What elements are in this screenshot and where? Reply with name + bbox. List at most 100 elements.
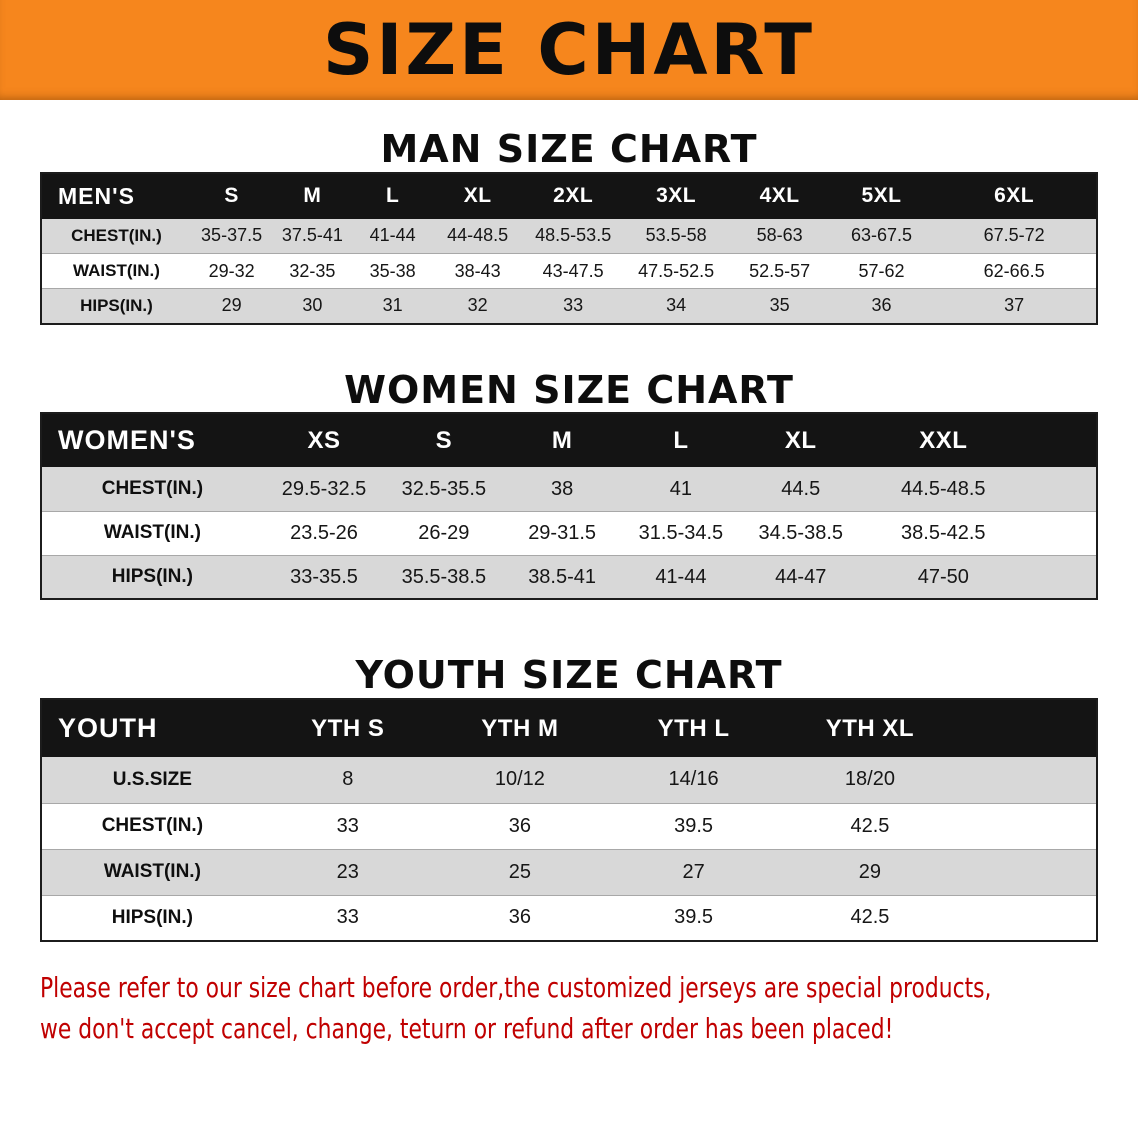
value-cell: 58-63 — [756, 225, 803, 246]
value-cell: 34 — [666, 295, 687, 316]
value-cell: 23 — [336, 860, 359, 883]
value-cell: 36 — [508, 814, 531, 837]
value-cell: 33-35.5 — [290, 565, 358, 588]
column-header-cell: 4XL — [728, 172, 831, 219]
column-header-cell: YTH S — [262, 699, 433, 758]
value-cell: 29-31.5 — [528, 521, 597, 544]
table-row: WAIST(IN.) 29-32 32-35 35-38 38-43 43-47… — [41, 253, 1097, 289]
value-cell: 32.5-35.5 — [401, 477, 487, 500]
value-cell: 41-44 — [655, 565, 707, 588]
value-cell: 37 — [1004, 295, 1025, 316]
value-cell: 47.5-52.5 — [638, 260, 715, 281]
value-cell: 29 — [858, 860, 882, 883]
column-header-cell: YTH M — [432, 699, 607, 758]
table-row: U.S.SIZE 8 10/12 14/16 18/20 — [41, 757, 1097, 804]
row-label-cell: HIPS(IN.) — [111, 566, 194, 588]
column-header-cell: 3XL — [623, 172, 729, 219]
men-section: MAN SIZE CHART MEN'S S M L XL 2XL 3XL 4X… — [0, 127, 1138, 325]
spacer-cell — [1025, 413, 1097, 468]
column-header-cell: S — [385, 413, 503, 468]
row-label-cell: CHEST(IN.) — [101, 815, 204, 837]
value-cell: 57-62 — [858, 260, 905, 281]
youth-size-table: YOUTH YTH S YTH M YTH L YTH XL U.S.SIZE … — [40, 698, 1098, 943]
value-cell: 44-48.5 — [447, 225, 509, 246]
value-cell: 23.5-26 — [290, 521, 358, 544]
column-header-cell: XS — [262, 413, 386, 468]
column-header-cell: XL — [740, 413, 862, 468]
value-cell: 39.5 — [674, 814, 714, 837]
page-title: SIZE CHART — [322, 9, 816, 91]
row-label-cell: CHEST(IN.) — [71, 225, 162, 245]
column-header-cell: XXL — [861, 413, 1026, 468]
table-row: WAIST(IN.) 23 25 27 29 — [41, 849, 1097, 896]
spacer-cell — [960, 757, 1097, 803]
youth-table-title: YOUTH — [41, 699, 263, 758]
column-header-cell: L — [352, 172, 433, 219]
men-size-table: MEN'S S M L XL 2XL 3XL 4XL 5XL 6XL CHEST… — [40, 171, 1098, 325]
value-cell: 36 — [871, 295, 892, 316]
column-header-cell: XL — [432, 172, 523, 219]
women-heading: WOMEN SIZE CHART — [344, 367, 794, 412]
men-header-row: MEN'S S M L XL 2XL 3XL 4XL 5XL 6XL — [41, 172, 1097, 219]
value-cell: 42.5 — [850, 906, 890, 929]
value-cell: 33 — [336, 814, 359, 837]
table-row: HIPS(IN.) 33-35.5 35.5-38.5 38.5-41 41-4… — [41, 555, 1097, 600]
value-cell: 29 — [221, 295, 242, 316]
value-cell: 67.5-72 — [983, 225, 1045, 246]
banner: SIZE CHART — [0, 0, 1138, 100]
value-cell: 39.5 — [674, 906, 714, 929]
value-cell: 26-29 — [418, 521, 470, 544]
spacer-cell — [960, 849, 1097, 895]
table-row: CHEST(IN.) 33 36 39.5 42.5 — [41, 803, 1097, 850]
value-cell: 47-50 — [917, 565, 969, 588]
column-header-cell: 2XL — [522, 172, 624, 219]
column-header-cell: S — [190, 172, 273, 219]
value-cell: 10/12 — [494, 768, 545, 791]
value-cell: 41-44 — [369, 225, 416, 246]
value-cell: 32 — [467, 295, 488, 316]
value-cell: 25 — [508, 860, 531, 883]
row-label-cell: WAIST(IN.) — [73, 261, 160, 281]
women-section: WOMEN SIZE CHART WOMEN'S XS S M L XL XXL — [0, 367, 1138, 601]
column-header-cell: L — [621, 413, 741, 468]
row-label-cell: U.S.SIZE — [112, 768, 192, 790]
column-header-cell: M — [272, 172, 353, 219]
table-row: CHEST(IN.) 35-37.5 37.5-41 41-44 44-48.5… — [41, 218, 1097, 254]
value-cell: 48.5-53.5 — [535, 225, 612, 246]
value-cell: 32-35 — [289, 260, 336, 281]
men-heading: MAN SIZE CHART — [380, 127, 758, 171]
women-header-row: WOMEN'S XS S M L XL XXL — [41, 413, 1097, 468]
spacer-cell — [1025, 511, 1097, 555]
value-cell: 18/20 — [844, 768, 895, 791]
value-cell: 8 — [342, 768, 354, 791]
value-cell: 35 — [769, 295, 790, 316]
value-cell: 38 — [550, 477, 574, 500]
column-header-cell: 6XL — [932, 172, 1097, 219]
youth-section: YOUTH SIZE CHART YOUTH YTH S YTH M YTH L… — [0, 653, 1138, 943]
value-cell: 30 — [302, 295, 323, 316]
value-cell: 52.5-57 — [749, 260, 811, 281]
value-cell: 31 — [382, 295, 403, 316]
value-cell: 43-47.5 — [542, 260, 604, 281]
spacer-cell — [1025, 555, 1097, 599]
value-cell: 38.5-41 — [528, 565, 597, 588]
value-cell: 42.5 — [850, 814, 890, 837]
disclaimer-text: Please refer to our size chart before or… — [40, 968, 1098, 1049]
value-cell: 35-37.5 — [201, 225, 263, 246]
value-cell: 38.5-42.5 — [901, 521, 986, 544]
value-cell: 34.5-38.5 — [758, 521, 843, 544]
youth-heading: YOUTH SIZE CHART — [355, 653, 783, 698]
value-cell: 62-66.5 — [983, 260, 1045, 281]
spacer-cell — [1025, 467, 1097, 511]
value-cell: 31.5-34.5 — [638, 521, 724, 544]
value-cell: 14/16 — [668, 768, 719, 791]
spacer-cell — [959, 699, 1097, 758]
spacer-cell — [960, 803, 1097, 849]
value-cell: 44-47 — [775, 565, 827, 588]
value-cell: 29.5-32.5 — [281, 477, 367, 500]
row-label-cell: WAIST(IN.) — [103, 861, 201, 883]
value-cell: 41 — [669, 477, 693, 500]
youth-header-row: YOUTH YTH S YTH M YTH L YTH XL — [41, 699, 1097, 758]
table-row: HIPS(IN.) 33 36 39.5 42.5 — [41, 895, 1097, 942]
table-row: CHEST(IN.) 29.5-32.5 32.5-35.5 38 41 44.… — [41, 467, 1097, 512]
